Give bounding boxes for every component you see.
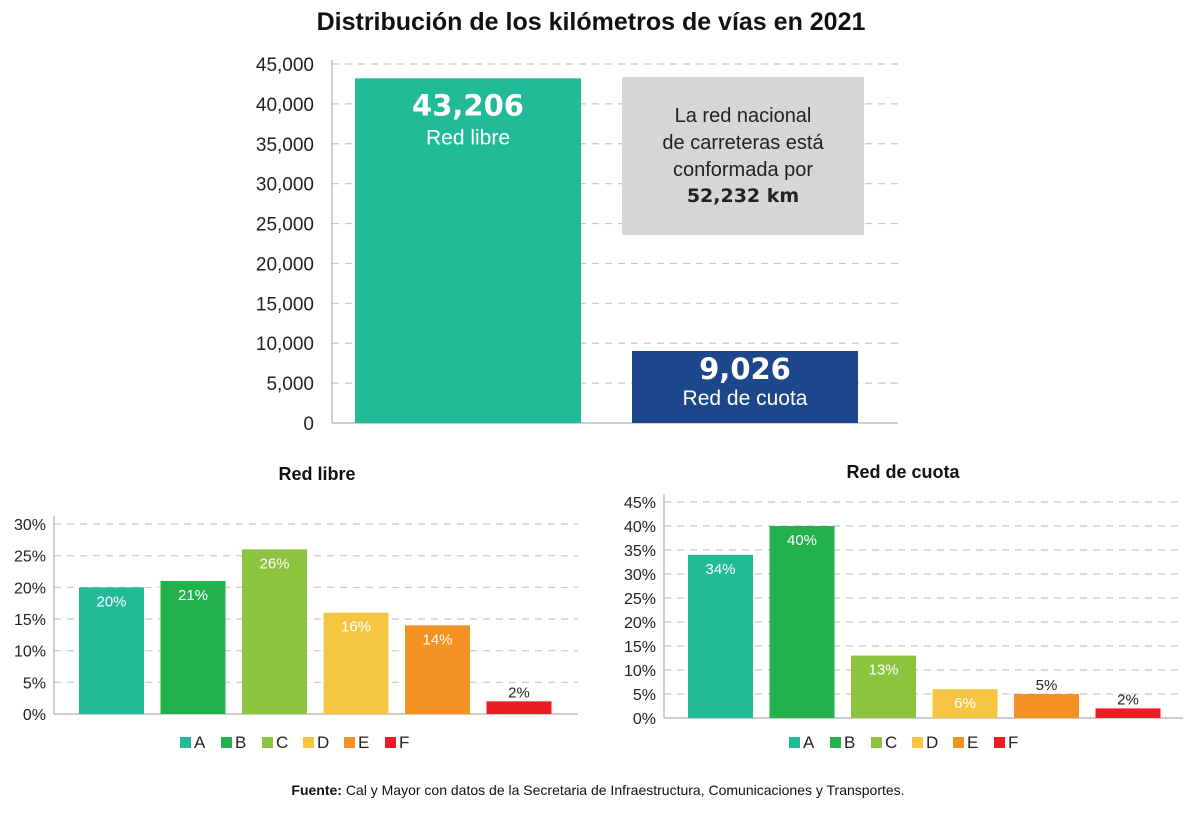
source-note: Fuente: Cal y Mayor con datos de la Secr… — [291, 782, 904, 798]
main-bar-red-libre — [355, 78, 581, 423]
bar-value-label: 13% — [868, 662, 898, 679]
bar-e — [1014, 694, 1079, 718]
legend-swatch-e — [344, 737, 355, 748]
legend-swatch-c — [871, 737, 882, 748]
bar-f — [486, 701, 552, 714]
red-cuota-chart-title: Red de cuota — [846, 462, 960, 482]
main-chart-title: Distribución de los kilómetros de vías e… — [317, 8, 866, 36]
source-text: Cal y Mayor con datos de la Secretaria d… — [342, 782, 905, 798]
red-libre-chart: 0% 5% 10% 15% 20% 25% 30% 20% 21% 26% 16% 14% 2% A B C D… — [14, 516, 578, 752]
sub-y-tick-label: 20% — [14, 580, 46, 597]
red-libre-chart-title: Red libre — [278, 464, 355, 484]
red-cuota-chart: 0% 5% 10% 15% 20% 25% 30% 35% 40% 45% 34% 40% 13% 6% 5… — [624, 494, 1183, 752]
main-y-tick-label: 5,000 — [266, 374, 314, 395]
legend-label-f: F — [399, 733, 409, 752]
bar-d — [323, 612, 389, 714]
bar-c — [242, 549, 307, 714]
main-bar-red-cuota — [632, 350, 858, 423]
bar-value-label: 14% — [422, 631, 452, 648]
legend-label-d: D — [317, 733, 329, 752]
bar-a — [688, 554, 753, 718]
legend-label-d: D — [926, 733, 938, 752]
legend-label-c: C — [885, 733, 897, 752]
bar-value-label: 34% — [705, 561, 735, 578]
bar-value-label: 40% — [787, 532, 817, 549]
bar-value-label: 16% — [341, 619, 371, 636]
legend-label-b: B — [844, 733, 855, 752]
note-line-2: de carreteras está — [662, 132, 824, 154]
sub-y-tick-label: 25% — [624, 591, 656, 608]
sub-y-tick-label: 5% — [23, 675, 46, 692]
legend-swatch-d — [303, 737, 314, 748]
legend-swatch-f — [385, 737, 396, 748]
main-y-tick-label: 40,000 — [256, 95, 314, 116]
sub-y-tick-label: 5% — [633, 687, 656, 704]
note-box: La red nacional de carreteras está confo… — [622, 77, 864, 235]
bar-value-label: 2% — [1117, 691, 1139, 708]
legend-label-a: A — [803, 733, 815, 752]
main-bar-value-label: 9,026 — [699, 352, 791, 386]
legend-swatch-f — [994, 737, 1005, 748]
legend-swatch-d — [912, 737, 923, 748]
sub-y-tick-label: 15% — [14, 612, 46, 629]
main-bar-category-label: Red libre — [426, 126, 510, 149]
sub-y-tick-label: 10% — [624, 663, 656, 680]
note-line-3: conformada por — [673, 159, 813, 181]
bar-a — [79, 587, 144, 714]
bar-value-label: 20% — [96, 593, 126, 610]
bar-d — [932, 689, 998, 718]
sub-y-tick-label: 30% — [14, 517, 46, 534]
legend-swatch-a — [180, 737, 191, 748]
legend-label-a: A — [194, 733, 206, 752]
sub-y-tick-label: 10% — [14, 644, 46, 661]
sub-y-tick-label: 40% — [624, 519, 656, 536]
legend-label-e: E — [967, 733, 978, 752]
note-total-km: 52,232 km — [687, 185, 799, 207]
legend-label-e: E — [358, 733, 369, 752]
legend-label-f: F — [1008, 733, 1018, 752]
main-bar-value-label: 43,206 — [412, 88, 524, 122]
legend-swatch-c — [262, 737, 273, 748]
bar-value-label: 26% — [259, 555, 289, 572]
main-y-tick-label: 20,000 — [256, 254, 314, 275]
main-y-tick-label: 15,000 — [256, 294, 314, 315]
source-label: Fuente: — [291, 782, 342, 798]
note-line-1: La red nacional — [675, 105, 812, 127]
bar-value-label: 6% — [954, 695, 976, 712]
bar-f — [1095, 708, 1161, 718]
main-chart-y-axis: 0 5,000 10,000 15,000 20,000 25,000 30,000 35,0… — [256, 55, 314, 435]
bar-b — [769, 526, 835, 718]
legend-swatch-b — [830, 737, 841, 748]
legend-swatch-e — [953, 737, 964, 748]
bar-c — [851, 655, 916, 718]
main-bar-category-label: Red de cuota — [683, 387, 808, 410]
main-y-tick-label: 0 — [303, 414, 314, 435]
main-y-tick-label: 45,000 — [256, 55, 314, 76]
sub-y-tick-label: 0% — [23, 707, 46, 724]
note-box-background — [622, 77, 864, 235]
main-y-tick-label: 25,000 — [256, 215, 314, 236]
sub-y-tick-label: 15% — [624, 639, 656, 656]
sub-y-tick-label: 20% — [624, 615, 656, 632]
legend-label-b: B — [235, 733, 246, 752]
sub-y-tick-label: 25% — [14, 549, 46, 566]
sub-y-tick-label: 35% — [624, 543, 656, 560]
sub-y-tick-label: 45% — [624, 495, 656, 512]
sub-y-tick-label: 0% — [633, 711, 656, 728]
main-y-tick-label: 30,000 — [256, 175, 314, 196]
main-y-tick-label: 10,000 — [256, 334, 314, 355]
bar-value-label: 2% — [508, 684, 530, 701]
legend-swatch-b — [221, 737, 232, 748]
legend-swatch-a — [789, 737, 800, 748]
bar-e — [405, 625, 470, 714]
legend-label-c: C — [276, 733, 288, 752]
bar-value-label: 21% — [178, 587, 208, 604]
sub-y-tick-label: 30% — [624, 567, 656, 584]
main-y-tick-label: 35,000 — [256, 135, 314, 156]
bar-b — [160, 581, 226, 714]
bar-value-label: 5% — [1036, 677, 1058, 694]
